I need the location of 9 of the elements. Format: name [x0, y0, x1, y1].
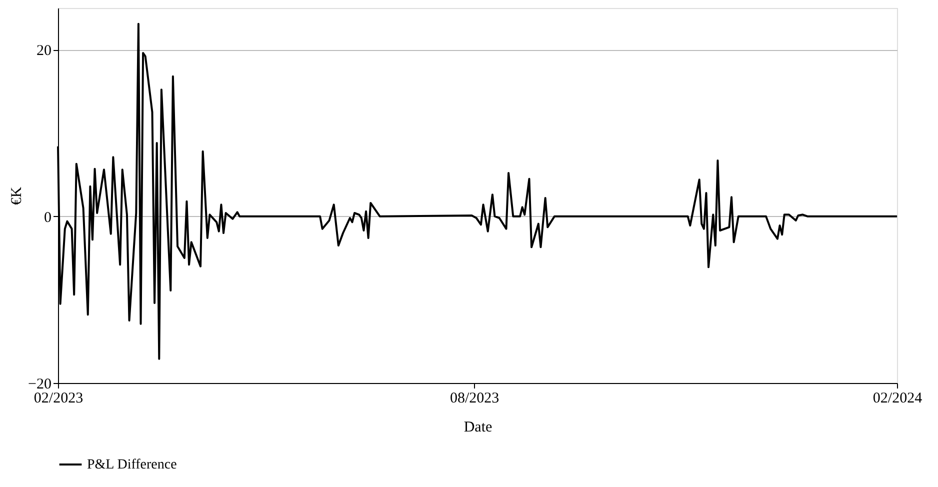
x-tick-label: 02/2023 — [34, 390, 84, 406]
y-axis-title: €K — [9, 186, 26, 206]
y-tick-label: −20 — [28, 376, 52, 392]
x-tick-label: 08/2023 — [450, 390, 500, 406]
x-axis-title: Date — [464, 420, 492, 436]
x-tick-label: 02/2024 — [872, 390, 923, 406]
legend-label: P&L Difference — [87, 458, 177, 472]
y-tick-label: 20 — [36, 43, 52, 60]
y-tick-label: 0 — [44, 210, 52, 226]
